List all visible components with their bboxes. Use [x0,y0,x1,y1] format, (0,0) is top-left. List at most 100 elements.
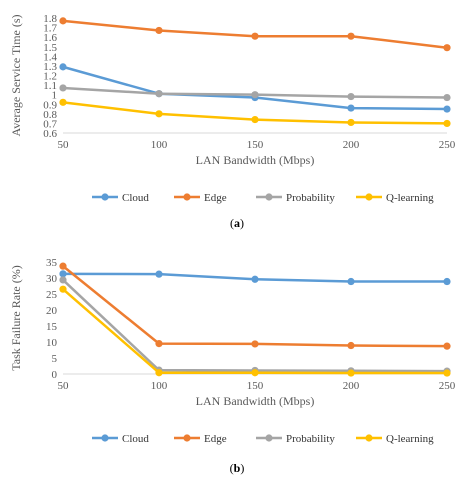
data-point-edge [443,342,451,350]
panel-a-caption: (a) [230,216,244,230]
data-point-cloud [347,277,355,286]
y-tick-label: 1.6 [43,32,57,44]
y-tick-label: 10 [46,337,58,349]
legend-swatch-marker [101,434,109,442]
data-point-edge [251,340,259,348]
y-tick-label: 1.3 [43,61,57,73]
x-tick-label: 100 [151,139,168,151]
legend-item-probability: Probability [256,433,335,445]
y-tick-label: 1.2 [43,71,57,83]
x-tick-label: 200 [343,139,360,151]
series-line-probability [62,279,448,373]
data-point-q-learning [59,285,67,293]
legend-item-cloud: Cloud [92,433,149,445]
y-tick-label: 1.1 [43,80,57,92]
legend-swatch-marker [101,193,109,201]
y-axis-title: Task Failure Rate (%) [9,265,23,370]
legend-swatch-marker [265,434,273,442]
series-line-cloud [62,65,448,111]
data-point-q-learning [155,110,163,118]
x-tick-label: 250 [439,139,456,151]
legend-swatch-marker [265,193,273,201]
data-point-cloud [59,63,67,71]
service-time-chart: 0.60.70.80.911.11.21.31.41.51.61.71.8 50 1… [9,13,456,204]
data-point-edge [155,26,163,35]
data-point-q-learning [251,115,259,124]
data-point-q-learning [347,118,355,127]
y-tick-label: 1 [52,90,58,102]
data-point-cloud [251,275,259,283]
data-point-cloud [443,105,451,113]
data-point-cloud [443,277,451,286]
x-tick-label: 200 [343,380,360,392]
data-point-cloud [59,270,67,278]
legend-label: Q-learning [386,192,434,204]
legend-swatch-marker [183,193,191,201]
legend-item-edge: Edge [174,433,227,445]
chart-panel-b: 0 5 10 15 20 25 30 35 50 100 150 200 250 LAN Bandwidt… [0,228,474,477]
data-point-q-learning [251,369,259,377]
data-point-edge [347,341,355,350]
data-point-q-learning [443,369,451,377]
legend-label: Probability [286,192,335,204]
data-point-cloud [347,104,355,112]
x-tick-label: 150 [247,139,264,151]
data-point-probability [347,92,355,101]
y-tick-label: 0 [52,369,58,381]
legend-item-q-learning: Q-learning [356,433,434,445]
y-tick-label: 0.9 [43,99,57,111]
data-point-q-learning [59,98,67,106]
data-point-probability [59,276,67,284]
legend-swatch-marker [365,193,373,201]
x-axis-title: LAN Bandwidth (Mbps) [196,394,315,408]
y-tick-label: 1.8 [43,13,57,25]
y-tick-label: 1.5 [43,42,57,54]
data-point-edge [59,262,67,270]
legend-item-q-learning: Q-learning [356,192,434,204]
data-point-q-learning [347,369,355,377]
y-tick-label: 20 [46,305,58,317]
data-point-edge [347,32,355,40]
legend-label: Probability [286,433,335,445]
chart-panel-a: 0.6 0.7 0.8 0.9 1 1.1 1.2 1.3 1.4 1.5 1.6 1.7 1.8 50 1… [0,0,474,230]
data-point-cloud [155,270,163,278]
x-tick-label: 50 [58,139,70,151]
x-tick-label: 150 [247,380,264,392]
legend-label: Edge [204,192,227,204]
x-axis-title: LAN Bandwidth (Mbps) [196,153,315,167]
legend-label: Edge [204,433,227,445]
data-point-edge [251,32,259,40]
y-tick-label: 30 [46,273,58,285]
x-tick-label: 250 [439,380,456,392]
data-point-q-learning [443,119,451,128]
data-point-q-learning [155,369,163,377]
y-tick-label: 1.7 [43,23,57,35]
legend-item-cloud: Cloud [92,192,149,204]
data-point-probability [251,91,259,99]
y-tick-label: 0.6 [43,128,57,140]
y-tick-label: 25 [46,289,58,301]
y-tick-label: 35 [46,257,58,269]
x-tick-label: 50 [58,380,70,392]
data-point-edge [155,340,163,348]
legend-swatch-marker [183,434,191,442]
x-tick-label: 100 [151,380,168,392]
legend-label: Q-learning [386,433,434,445]
y-tick-label: 0.8 [43,109,57,121]
y-tick-label: 15 [46,321,58,333]
data-point-probability [443,93,451,102]
y-axis-title: Average Service Time (s) [9,14,23,136]
failure-rate-chart: 0 5 10 15 20 25 30 35 50 100 150 200 250 LAN Bandwidt… [9,257,456,445]
legend-label: Cloud [122,192,149,204]
legend-label: Cloud [122,433,149,445]
legend-item-probability: Probability [256,192,335,204]
data-point-edge [59,17,67,25]
data-point-probability [59,84,67,92]
y-tick-label: 0.7 [43,118,57,130]
data-point-probability [155,90,163,98]
data-point-edge [443,44,451,52]
y-tick-label: 5 [52,353,58,365]
y-tick-label: 1.4 [43,51,57,63]
legend-swatch-marker [365,434,373,442]
legend-item-edge: Edge [174,192,227,204]
